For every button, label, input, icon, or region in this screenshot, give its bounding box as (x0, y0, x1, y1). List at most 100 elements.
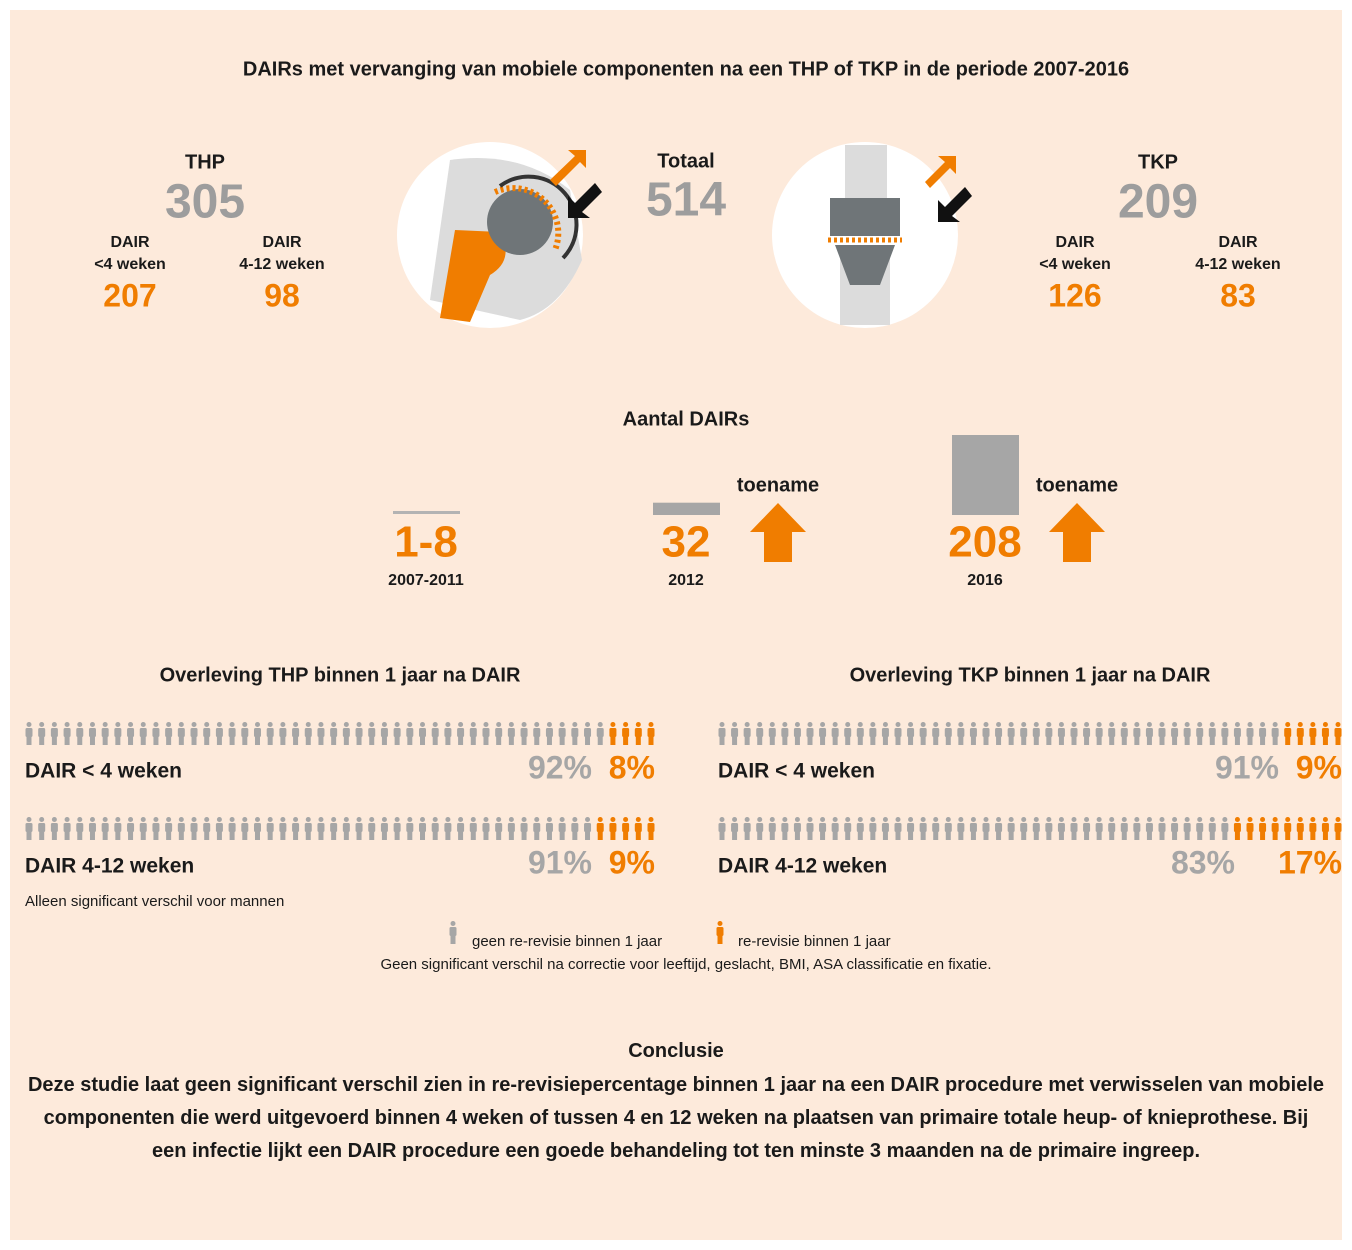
person-body (1272, 823, 1279, 832)
person-icon (1108, 722, 1115, 745)
person-body (152, 823, 159, 832)
person-icon (1108, 817, 1115, 840)
person-head (522, 722, 527, 727)
person-icon (744, 722, 751, 745)
person-legs (268, 736, 273, 745)
person-head (103, 722, 108, 727)
person-legs (908, 736, 913, 745)
person-legs (344, 831, 349, 840)
person-legs (718, 935, 723, 944)
person-icon (254, 722, 261, 745)
person-legs (1046, 831, 1051, 840)
person-icon (450, 921, 457, 944)
person-body (648, 728, 655, 737)
person-body (559, 823, 566, 832)
person-legs (598, 831, 603, 840)
person-head (128, 817, 133, 822)
person-icon (832, 722, 839, 745)
person-legs (433, 831, 438, 840)
person-head (896, 722, 901, 727)
group-value: 83 (1220, 277, 1256, 313)
person-head (820, 817, 825, 822)
person-head (971, 722, 976, 727)
person-icon (597, 722, 604, 745)
person-head (1147, 817, 1152, 822)
person-icon (127, 722, 134, 745)
person-body (102, 728, 109, 737)
person-body (932, 728, 939, 737)
person-head (217, 722, 222, 727)
person-icon (559, 817, 566, 840)
person-head (77, 817, 82, 822)
person-legs (522, 831, 527, 840)
person-body (203, 823, 210, 832)
person-body (305, 728, 312, 737)
person-icon (140, 817, 147, 840)
person-head (1248, 722, 1253, 727)
person-legs (1323, 831, 1328, 840)
person-legs (996, 736, 1001, 745)
person-head (204, 722, 209, 727)
person-body (267, 728, 274, 737)
person-head (1009, 722, 1014, 727)
person-body (191, 823, 198, 832)
person-body (1121, 728, 1128, 737)
person-legs (395, 736, 400, 745)
person-head (1260, 722, 1265, 727)
person-legs (858, 736, 863, 745)
person-icon (1033, 722, 1040, 745)
legend-label: geen re-revisie binnen 1 jaar (472, 933, 662, 950)
person-legs (745, 831, 750, 840)
person-head (90, 817, 95, 822)
person-body (432, 728, 439, 737)
person-icon (1184, 817, 1191, 840)
person-icon (343, 722, 350, 745)
person-head (280, 722, 285, 727)
person-head (52, 722, 57, 727)
person-head (858, 817, 863, 822)
person-head (1034, 817, 1039, 822)
person-body (495, 823, 502, 832)
person-body (907, 823, 914, 832)
person-head (280, 817, 285, 822)
person-icon (1071, 817, 1078, 840)
person-legs (382, 831, 387, 840)
person-body (756, 823, 763, 832)
person-body (807, 823, 814, 832)
person-legs (782, 831, 787, 840)
person-body (907, 728, 914, 737)
person-head (770, 817, 775, 822)
person-legs (921, 831, 926, 840)
person-icon (1045, 817, 1052, 840)
person-legs (1172, 831, 1177, 840)
person-icon (932, 817, 939, 840)
person-legs (534, 831, 539, 840)
person-body (394, 823, 401, 832)
person-head (623, 722, 628, 727)
person-icon (1146, 817, 1153, 840)
person-legs (547, 831, 552, 840)
person-head (204, 817, 209, 822)
person-head (845, 817, 850, 822)
person-body (114, 728, 121, 737)
person-icon (609, 817, 616, 840)
count-value: 1-8 (394, 518, 458, 567)
person-body (844, 823, 851, 832)
person-legs (1072, 831, 1077, 840)
person-body (178, 823, 185, 832)
person-legs (141, 831, 146, 840)
person-icon (444, 722, 451, 745)
person-icon (419, 722, 426, 745)
person-head (870, 817, 875, 822)
person-legs (433, 736, 438, 745)
person-head (732, 817, 737, 822)
count-value: 208 (948, 518, 1021, 567)
person-icon (317, 817, 324, 840)
person-icon (140, 722, 147, 745)
person-icon (648, 817, 655, 840)
person-icon (368, 817, 375, 840)
person-body (957, 823, 964, 832)
person-head (115, 817, 120, 822)
person-legs (115, 736, 120, 745)
person-head (1210, 722, 1215, 727)
